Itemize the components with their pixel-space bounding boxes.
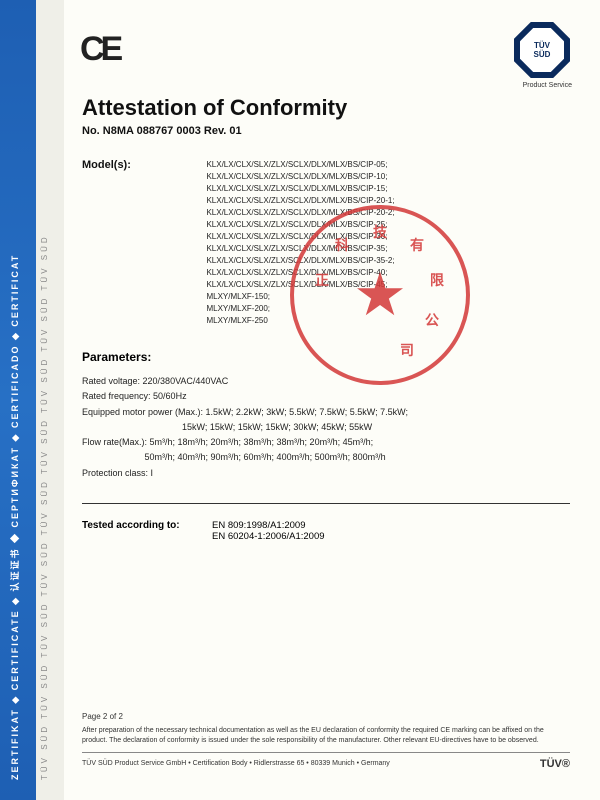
tested-val-0: EN 809:1998/A1:2009 bbox=[212, 520, 325, 531]
watermark-text: TÜV SÜD TÜV SÜD TÜV SÜD TÜV SÜD TÜV SÜD … bbox=[40, 234, 49, 780]
model-line: KLX/LX/CLX/SLX/ZLX/SCLX/DLX/MLX/BS/CIP-1… bbox=[206, 183, 394, 195]
divider bbox=[82, 503, 570, 504]
footer: Page 2 of 2 After preparation of the nec… bbox=[82, 711, 570, 772]
sidebar-band: ZERTIFIKAT ◆ CERTIFICATE ◆ 认证证书 ◆ СЕРТИФ… bbox=[0, 0, 36, 800]
footer-line: TÜV SÜD Product Service GmbH • Certifica… bbox=[82, 752, 570, 772]
param-line: 15kW; 15kW; 15kW; 15kW; 30kW; 45kW; 55kW bbox=[82, 420, 570, 435]
certificate-page: ZERTIFIKAT ◆ CERTIFICATE ◆ 认证证书 ◆ СЕРТИФ… bbox=[0, 0, 600, 800]
page-number: Page 2 of 2 bbox=[82, 711, 570, 722]
stamp-ch: 技 bbox=[373, 222, 387, 242]
tuv-inner: TÜV SÜD bbox=[520, 28, 564, 72]
tuv-logo: TÜV SÜD bbox=[514, 22, 570, 78]
stamp-ch: 正 bbox=[315, 270, 329, 290]
model-line: KLX/LX/CLX/SLX/ZLX/SCLX/DLX/MLX/BS/CIP-0… bbox=[206, 159, 394, 171]
param-line: Flow rate(Max.): 5m³/h; 18m³/h; 20m³/h; … bbox=[82, 435, 570, 450]
param-line: Equipped motor power (Max.): 1.5kW; 2.2k… bbox=[82, 405, 570, 420]
stamp-text: 正 科 技 有 限 公 司 bbox=[305, 220, 455, 370]
stamp-ch: 限 bbox=[430, 270, 444, 290]
footer-disclaimer: After preparation of the necessary techn… bbox=[82, 726, 570, 746]
param-line: Rated frequency: 50/60Hz bbox=[82, 389, 570, 404]
red-stamp: ★ 正 科 技 有 限 公 司 bbox=[290, 205, 470, 385]
tuv-line2: SÜD bbox=[534, 50, 551, 59]
ce-mark: CE bbox=[80, 30, 119, 69]
stamp-ch: 科 bbox=[335, 235, 349, 255]
stamp-ch: 司 bbox=[400, 340, 414, 360]
footer-address: TÜV SÜD Product Service GmbH • Certifica… bbox=[82, 759, 390, 769]
footer-tuv-logo: TÜV® bbox=[540, 757, 570, 772]
cert-number: No. N8MA 088767 0003 Rev. 01 bbox=[82, 125, 570, 137]
stamp-ch: 有 bbox=[410, 235, 424, 255]
tuv-caption: Product Service bbox=[523, 82, 572, 89]
tested-values: EN 809:1998/A1:2009 EN 60204-1:2006/A1:2… bbox=[212, 520, 325, 542]
tested-val-1: EN 60204-1:2006/A1:2009 bbox=[212, 531, 325, 542]
models-label: Model(s): bbox=[82, 159, 202, 171]
model-line: KLX/LX/CLX/SLX/ZLX/SCLX/DLX/MLX/BS/CIP-1… bbox=[206, 171, 394, 183]
stamp-ch: 公 bbox=[425, 310, 439, 330]
tested-label: Tested according to: bbox=[82, 520, 212, 542]
tested-section: Tested according to: EN 809:1998/A1:2009… bbox=[82, 520, 570, 542]
tuv-line1: TÜV bbox=[534, 41, 550, 50]
form-code: A4 / 07.17 bbox=[0, 763, 2, 790]
sidebar-text: ZERTIFIKAT ◆ CERTIFICATE ◆ 认证证书 ◆ СЕРТИФ… bbox=[8, 254, 21, 780]
tuv-octagon: TÜV SÜD bbox=[514, 22, 570, 78]
param-line: 50m³/h; 40m³/h; 90m³/h; 60m³/h; 400m³/h;… bbox=[82, 450, 570, 465]
param-line: Protection class: I bbox=[82, 466, 570, 481]
params-list: Rated voltage: 220/380VAC/440VACRated fr… bbox=[82, 374, 570, 481]
title: Attestation of Conformity bbox=[82, 95, 570, 121]
stamp-ring: ★ 正 科 技 有 限 公 司 bbox=[290, 205, 470, 385]
